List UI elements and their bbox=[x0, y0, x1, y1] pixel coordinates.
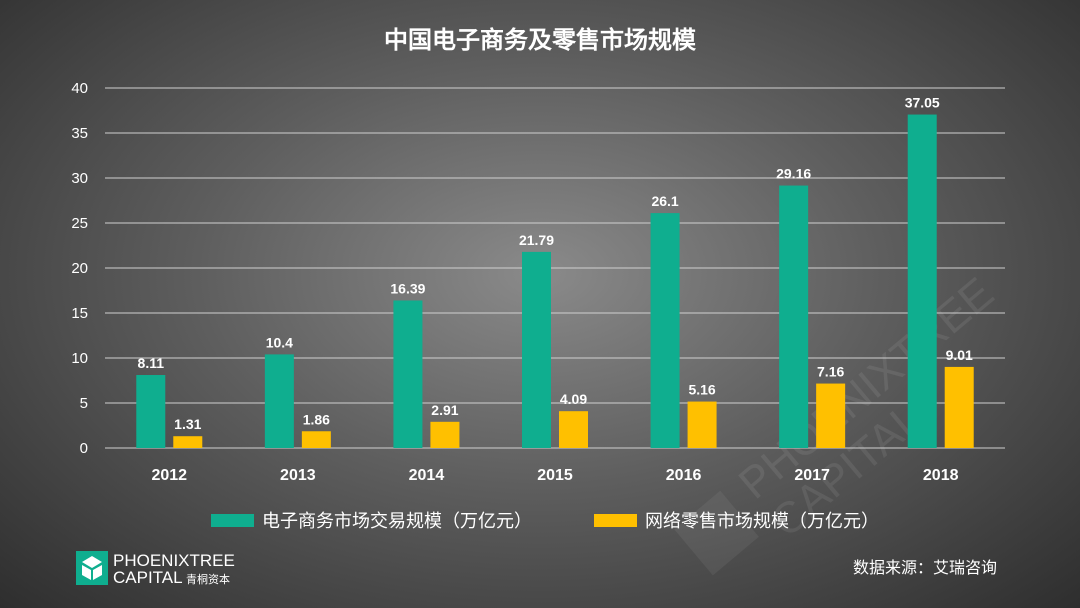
value-label-series1-2017: 7.16 bbox=[817, 364, 844, 380]
y-tick-label: 10 bbox=[71, 350, 88, 367]
value-label-series0-2018: 37.05 bbox=[905, 95, 940, 111]
value-label-series0-2016: 26.1 bbox=[651, 193, 678, 209]
y-tick-label: 25 bbox=[71, 215, 88, 232]
watermark-logo-shape bbox=[674, 490, 759, 576]
bar-series1-2017 bbox=[816, 383, 846, 448]
value-label-series1-2012: 1.31 bbox=[174, 416, 201, 432]
logo-line2: CAPITAL bbox=[113, 568, 183, 587]
y-tick-label: 0 bbox=[80, 440, 88, 457]
logo-icon-mark bbox=[82, 556, 102, 580]
value-label-series1-2015: 4.09 bbox=[560, 391, 587, 407]
logo-line1: PHOENIXTREE bbox=[113, 551, 235, 570]
bar-series0-2014 bbox=[393, 300, 423, 448]
value-labels: 8.11 1.31 10.4 1.86 16.39 2.91 21.79 4.09 26.1 5.… bbox=[138, 95, 974, 433]
value-label-series1-2016: 5.16 bbox=[688, 382, 715, 398]
x-tick-label-2018: 2018 bbox=[923, 467, 959, 484]
bar-series1-2013 bbox=[301, 431, 331, 448]
bar-series1-2016 bbox=[687, 401, 717, 448]
value-label-series0-2017: 29.16 bbox=[776, 166, 811, 182]
bar-series0-2013 bbox=[264, 354, 294, 448]
legend-label-ecommerce: 电子商务市场交易规模（万亿元） bbox=[262, 511, 532, 532]
x-tick-label-2012: 2012 bbox=[151, 467, 187, 484]
y-tick-label: 35 bbox=[71, 125, 88, 142]
x-tick-label-2015: 2015 bbox=[537, 467, 573, 484]
watermark: PHOENIXTREE CAPITAL bbox=[674, 268, 1003, 576]
grid bbox=[105, 87, 1005, 449]
bars bbox=[136, 114, 974, 449]
y-tick-label: 40 bbox=[71, 80, 88, 97]
bar-series0-2017 bbox=[779, 185, 809, 448]
logo-chinese-name: 青桐资本 bbox=[186, 572, 230, 586]
legend-swatch-retail bbox=[594, 514, 637, 527]
value-label-series0-2013: 10.4 bbox=[266, 334, 293, 350]
bar-series0-2015 bbox=[522, 251, 551, 448]
company-logo: PHOENIXTREE CAPITAL 青桐资本 bbox=[76, 551, 235, 587]
y-tick-label: 30 bbox=[71, 170, 88, 187]
y-tick-label: 20 bbox=[71, 260, 88, 277]
bar-series1-2018 bbox=[944, 366, 974, 448]
y-tick-label: 15 bbox=[71, 305, 88, 322]
x-axis: 2012 2013 2014 2015 2016 2017 2018 bbox=[151, 467, 958, 484]
bar-series1-2012 bbox=[173, 436, 203, 448]
value-label-series0-2012: 8.11 bbox=[138, 355, 165, 371]
value-label-series1-2018: 9.01 bbox=[946, 347, 973, 363]
legend-swatch-ecommerce bbox=[211, 514, 254, 527]
x-tick-label-2017: 2017 bbox=[794, 467, 830, 484]
value-label-series0-2015: 21.79 bbox=[519, 232, 554, 248]
legend-label-retail: 网络零售市场规模（万亿元） bbox=[645, 511, 879, 532]
bar-series1-2015 bbox=[559, 411, 588, 448]
value-label-series0-2014: 16.39 bbox=[390, 280, 425, 296]
x-tick-label-2014: 2014 bbox=[409, 467, 445, 484]
y-axis: 0 5 10 15 20 25 30 35 40 bbox=[71, 80, 88, 457]
bar-series0-2018 bbox=[907, 114, 937, 449]
value-label-series1-2013: 1.86 bbox=[303, 411, 330, 427]
data-source: 数据来源：艾瑞咨询 bbox=[853, 558, 997, 577]
value-label-series1-2014: 2.91 bbox=[431, 402, 458, 418]
bar-series0-2012 bbox=[136, 375, 166, 448]
bar-series1-2014 bbox=[430, 421, 460, 448]
x-tick-label-2016: 2016 bbox=[666, 467, 702, 484]
y-tick-label: 5 bbox=[80, 395, 88, 412]
x-tick-label-2013: 2013 bbox=[280, 467, 316, 484]
legend: 电子商务市场交易规模（万亿元） 网络零售市场规模（万亿元） bbox=[211, 511, 879, 532]
bar-series0-2016 bbox=[650, 213, 680, 448]
chart-title: 中国电子商务及零售市场规模 bbox=[384, 26, 697, 54]
